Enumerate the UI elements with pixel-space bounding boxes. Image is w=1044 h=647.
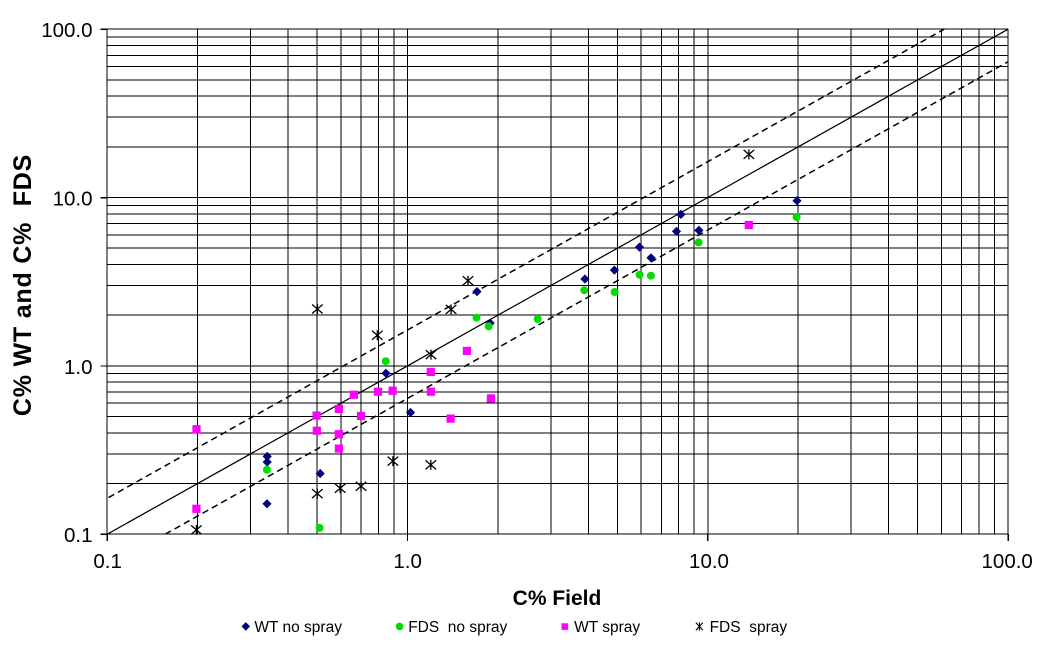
svg-text:1.0: 1.0 — [64, 356, 93, 379]
svg-text:C% Field: C% Field — [513, 587, 602, 610]
svg-text:WT no spray: WT no spray — [254, 619, 342, 636]
svg-text:100.0: 100.0 — [982, 550, 1033, 573]
svg-text:0.1: 0.1 — [64, 524, 93, 547]
svg-text:10.0: 10.0 — [689, 550, 729, 573]
svg-text:C% WT and C% FDS: C% WT and C% FDS — [9, 154, 37, 416]
svg-text:FDS no spray: FDS no spray — [408, 619, 507, 636]
svg-text:FDS spray: FDS spray — [710, 619, 788, 636]
svg-text:100.0: 100.0 — [41, 19, 92, 42]
svg-text:0.1: 0.1 — [93, 550, 122, 573]
svg-text:WT spray: WT spray — [574, 619, 640, 636]
svg-text:10.0: 10.0 — [53, 187, 93, 210]
svg-text:1.0: 1.0 — [393, 550, 422, 573]
